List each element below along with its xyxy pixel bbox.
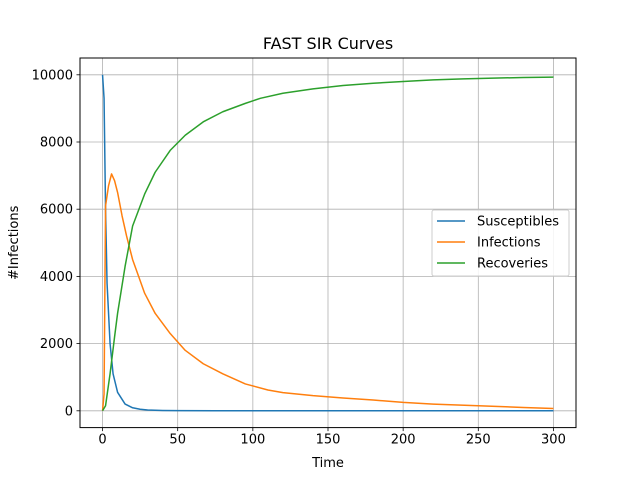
series-line-recoveries <box>101 76 554 412</box>
y-tick-label: 8000 <box>40 136 73 151</box>
series-line-infections <box>101 173 554 411</box>
x-tick-label: 250 <box>466 433 491 448</box>
tick-layer: 0 50 100 150 200 250 300 0 2000 4000 6000 8000 10000 <box>32 68 566 447</box>
x-tick-label: 200 <box>391 433 416 448</box>
y-tick-label: 10000 <box>32 68 73 83</box>
series-line-susceptibles <box>101 74 554 412</box>
x-tick-label: 100 <box>240 433 265 448</box>
series-layer <box>101 74 554 412</box>
legend-label-susceptibles: Susceptibles <box>477 215 559 230</box>
legend-box <box>431 209 570 277</box>
legend-label-recoveries: Recoveries <box>477 257 548 272</box>
y-tick-label: 0 <box>65 404 73 419</box>
chart-title: FAST SIR Curves <box>263 34 393 53</box>
legend: Susceptibles Infections Recoveries <box>431 209 570 277</box>
y-tick-label: 6000 <box>40 203 73 218</box>
x-tick-label: 0 <box>98 433 106 448</box>
y-tick-label: 4000 <box>40 270 73 285</box>
y-axis-label: #Infections <box>7 205 22 280</box>
x-axis-label: Time <box>311 456 344 471</box>
y-tick-label: 2000 <box>40 337 73 352</box>
x-tick-label: 300 <box>541 433 566 448</box>
x-tick-label: 50 <box>169 433 186 448</box>
x-tick-label: 150 <box>316 433 341 448</box>
legend-label-infections: Infections <box>477 236 541 251</box>
